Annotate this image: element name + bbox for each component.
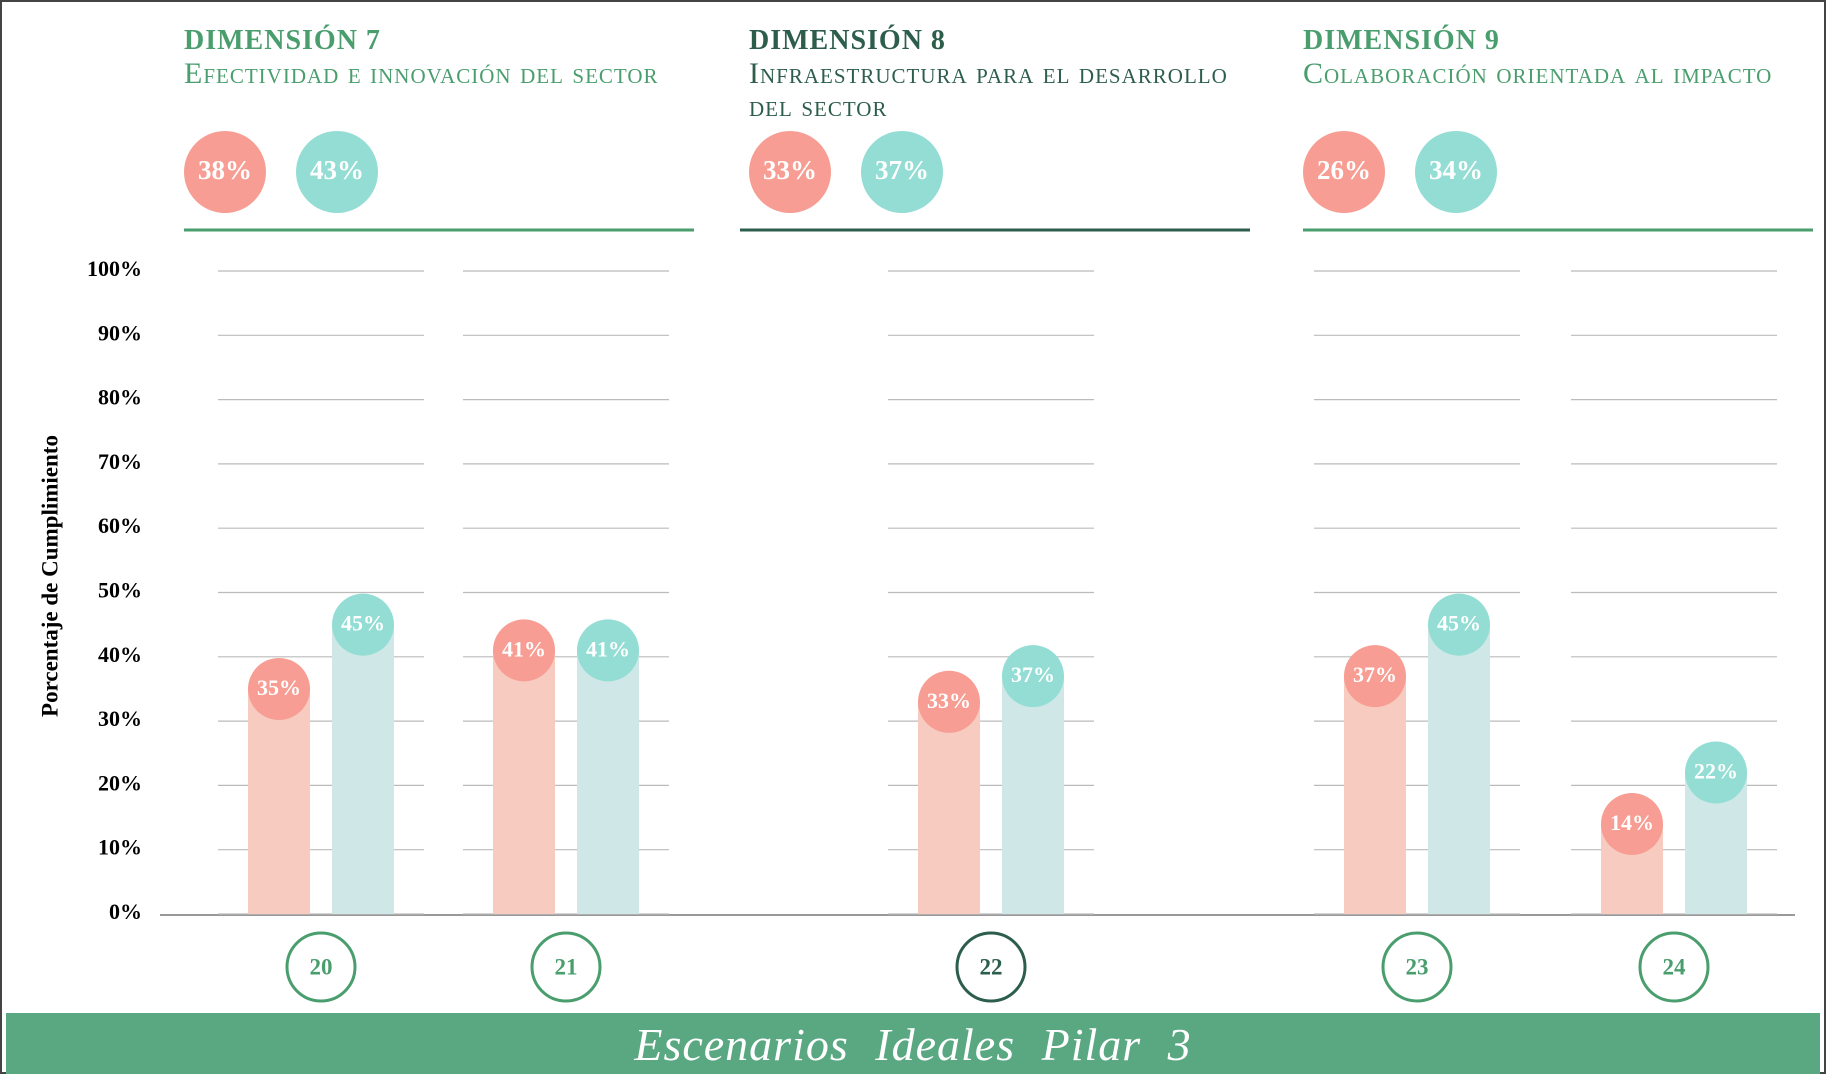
bar-label-bubble xyxy=(332,593,394,656)
dimension-bubble xyxy=(1303,131,1385,213)
bar xyxy=(1344,676,1406,914)
dimension-value-label: 33% xyxy=(763,155,817,185)
bar-value-label: 37% xyxy=(1011,662,1055,687)
x-tick-label: 21 xyxy=(555,954,578,979)
y-tick-label: 40% xyxy=(98,642,142,667)
dimension-bubble xyxy=(749,131,831,213)
dimension-title: Efectividad e innovación del sector xyxy=(184,57,659,90)
bar-value-label: 35% xyxy=(257,675,301,700)
bar-value-label: 14% xyxy=(1610,810,1654,835)
category-circle xyxy=(1381,931,1453,1003)
bar-value-label: 45% xyxy=(341,611,385,636)
dimension-title: Infraestructura para el desarrollo del s… xyxy=(749,57,1228,123)
dimension-header: DIMENSIÓN 8 Infraestructura para el desar… xyxy=(749,24,1249,123)
dimension-value-label: 43% xyxy=(310,155,364,185)
dimension-label: DIMENSIÓN 7 xyxy=(184,25,381,56)
dimension-label: DIMENSIÓN 8 xyxy=(749,25,946,56)
category-circle xyxy=(1638,931,1710,1003)
y-tick-label: 50% xyxy=(98,578,142,603)
category-circle xyxy=(530,931,602,1003)
bar xyxy=(918,701,980,914)
bar-label-bubble xyxy=(577,619,639,682)
dimension-bubble xyxy=(861,131,943,213)
y-axis-label: Porcentaje de Cumplimiento xyxy=(37,435,62,717)
dimension-value-label: 34% xyxy=(1429,155,1483,185)
y-tick-label: 90% xyxy=(98,320,142,345)
bar-label-bubble xyxy=(918,670,980,733)
x-tick-label: 24 xyxy=(1663,954,1687,979)
dimension-bubble xyxy=(184,131,266,213)
dimension-value-label: 26% xyxy=(1317,155,1371,185)
footer: Escenarios Ideales Pilar 3 xyxy=(6,1013,1820,1074)
bar-label-bubble xyxy=(1685,741,1747,804)
dimension-label: DIMENSIÓN 9 xyxy=(1303,25,1500,56)
bar-label-bubble xyxy=(1002,645,1064,708)
y-tick-label: 10% xyxy=(98,835,142,860)
bar-value-label: 45% xyxy=(1437,611,1481,636)
dimension-title: Colaboración orientada al impacto xyxy=(1303,57,1773,90)
bar-label-bubble xyxy=(1601,792,1663,855)
bar-label-bubble xyxy=(1428,593,1490,656)
y-tick-label: 0% xyxy=(109,899,142,924)
dimension-bubble xyxy=(1415,131,1497,213)
dimension-header: DIMENSIÓN 9 Colaboración orientada al imp… xyxy=(1303,24,1803,90)
y-tick-label: 20% xyxy=(98,770,142,795)
bar xyxy=(577,650,639,914)
dimension-value-label: 37% xyxy=(875,155,929,185)
bar-label-bubble xyxy=(1344,645,1406,708)
bar-value-label: 22% xyxy=(1694,759,1738,784)
dimension-header: DIMENSIÓN 7 Efectividad e innovación del … xyxy=(184,24,684,90)
bar xyxy=(332,624,394,914)
y-tick-label: 80% xyxy=(98,385,142,410)
bar-value-label: 37% xyxy=(1353,662,1397,687)
category-circle xyxy=(285,931,357,1003)
dimension-bubble xyxy=(296,131,378,213)
bar-value-label: 33% xyxy=(927,688,971,713)
category-circle xyxy=(955,931,1027,1003)
x-tick-label: 20 xyxy=(310,954,333,979)
y-tick-label: 30% xyxy=(98,706,142,731)
bar-value-label: 41% xyxy=(586,636,630,661)
bar xyxy=(248,688,310,914)
dimension-value-label: 38% xyxy=(198,155,252,185)
y-tick-label: 70% xyxy=(98,449,142,474)
bar xyxy=(1428,624,1490,914)
x-tick-label: 22 xyxy=(980,954,1003,979)
bar-value-label: 41% xyxy=(502,636,546,661)
bar xyxy=(1002,676,1064,914)
bar xyxy=(493,650,555,914)
y-tick-label: 60% xyxy=(98,513,142,538)
bar-label-bubble xyxy=(493,619,555,682)
y-tick-label: 100% xyxy=(87,256,142,281)
x-tick-label: 23 xyxy=(1406,954,1429,979)
bar-label-bubble xyxy=(248,657,310,720)
